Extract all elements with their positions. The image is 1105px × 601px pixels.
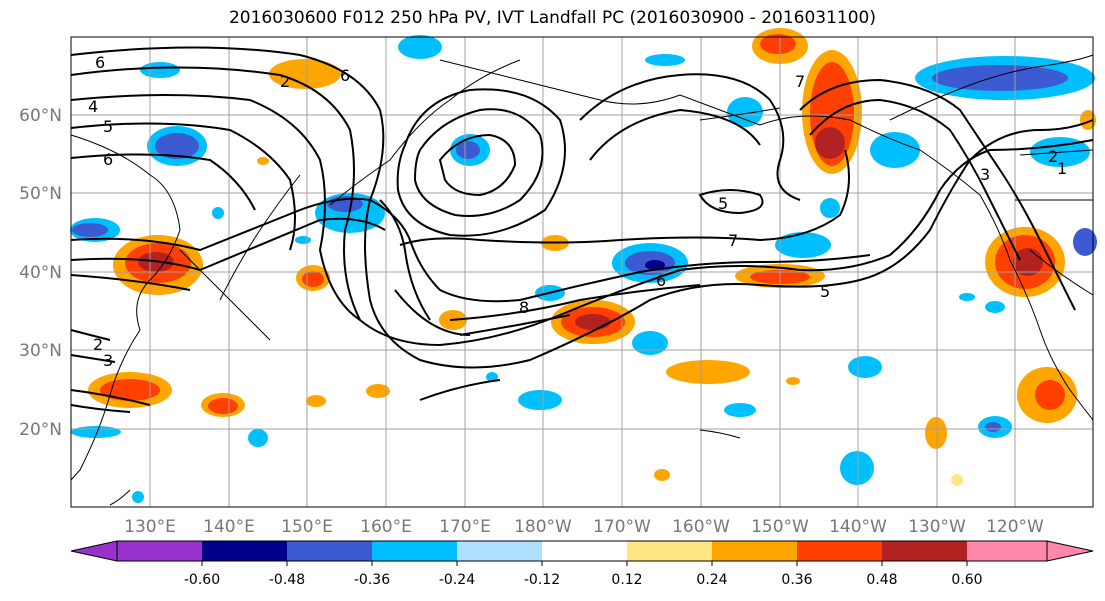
colorbar-segment xyxy=(372,541,457,561)
lat-label-50n: 50°N xyxy=(19,184,62,204)
colorbar-segment xyxy=(457,541,542,561)
lon-label: 150°E xyxy=(281,517,333,537)
colorbar-segment xyxy=(967,541,1047,561)
longitude-labels: 130°E 140°E 150°E 160°E 170°E 180°W 170°… xyxy=(124,517,1044,537)
pv-contours xyxy=(70,46,1094,413)
contour-label: 5 xyxy=(820,282,830,301)
lon-label: 180°W xyxy=(514,517,572,537)
colorbar-tick-label: -0.48 xyxy=(269,572,305,588)
map-title: 2016030600 F012 250 hPa PV, IVT Landfall… xyxy=(228,8,876,28)
positive-anomaly-shading xyxy=(88,28,1096,486)
lon-label: 170°E xyxy=(439,517,491,537)
colorbar-max-arrow xyxy=(1046,540,1094,562)
colorbar-segment xyxy=(627,541,712,561)
lat-label-30n: 30°N xyxy=(19,341,62,361)
colorbar-min-arrow xyxy=(70,540,118,562)
contour-label: 3 xyxy=(980,165,990,184)
contour-label: 6 xyxy=(103,150,113,169)
lon-label: 140°E xyxy=(203,517,255,537)
colorbar-tick-label: -0.12 xyxy=(524,572,560,588)
colorbar-tick-label: 0.12 xyxy=(611,572,642,588)
lon-label: 130°W xyxy=(908,517,966,537)
coastlines xyxy=(70,54,1094,506)
lon-label: 140°W xyxy=(829,517,887,537)
lon-label: 120°W xyxy=(986,517,1044,537)
contour-label: 2 xyxy=(93,335,103,354)
lon-label: 150°W xyxy=(751,517,809,537)
latitude-labels: 60°N 50°N 40°N 30°N 20°N xyxy=(19,106,62,440)
colorbar-tick-label: -0.36 xyxy=(354,572,390,588)
lat-label-60n: 60°N xyxy=(19,106,62,126)
contour-label: 5 xyxy=(103,117,113,136)
colorbar: -0.60 -0.48 -0.36 -0.24 -0.12 0.12 0.24 … xyxy=(70,540,1094,588)
lon-label: 160°E xyxy=(360,517,412,537)
colorbar-segment xyxy=(712,541,797,561)
lon-label: 170°W xyxy=(593,517,651,537)
lat-label-20n: 20°N xyxy=(19,420,62,440)
contour-label: 1 xyxy=(1057,159,1067,178)
colorbar-segment xyxy=(287,541,372,561)
colorbar-tick-label: 0.60 xyxy=(951,572,982,588)
contour-label: 7 xyxy=(728,231,738,250)
colorbar-tick-label: -0.24 xyxy=(439,572,475,588)
contour-label: 4 xyxy=(88,97,98,116)
colorbar-tick-label: 0.36 xyxy=(781,572,812,588)
colorbar-tick-label: 0.24 xyxy=(696,572,727,588)
colorbar-tick-labels: -0.60 -0.48 -0.36 -0.24 -0.12 0.12 0.24 … xyxy=(184,572,983,588)
contour-label: 6 xyxy=(340,66,350,85)
lon-label: 130°E xyxy=(124,517,176,537)
graticule xyxy=(71,37,1093,507)
map-plot-area: 6 4 5 6 2 3 2 6 7 5 7 8 6 5 2 1 3 xyxy=(70,28,1097,508)
contour-label: 6 xyxy=(656,271,666,290)
negative-anomaly-shading xyxy=(70,35,1097,503)
colorbar-segment xyxy=(797,541,882,561)
colorbar-segment xyxy=(542,541,627,561)
colorbar-ticks xyxy=(201,561,968,566)
lat-label-40n: 40°N xyxy=(19,263,62,283)
colorbar-segment xyxy=(117,541,202,561)
colorbar-tick-label: -0.60 xyxy=(184,572,220,588)
contour-label: 2 xyxy=(1048,147,1058,166)
contour-label: 2 xyxy=(280,72,290,91)
contour-label: 7 xyxy=(795,72,805,91)
contour-label: 3 xyxy=(103,351,113,370)
colorbar-tick-label: 0.48 xyxy=(866,572,897,588)
contour-labels: 6 4 5 6 2 3 2 6 7 5 7 8 6 5 2 1 3 xyxy=(88,53,1067,370)
lon-label: 160°W xyxy=(672,517,730,537)
colorbar-segment xyxy=(202,541,287,561)
contour-label: 6 xyxy=(95,53,105,72)
colorbar-segment xyxy=(882,541,967,561)
contour-label: 5 xyxy=(718,194,728,213)
contour-label: 8 xyxy=(519,298,529,317)
